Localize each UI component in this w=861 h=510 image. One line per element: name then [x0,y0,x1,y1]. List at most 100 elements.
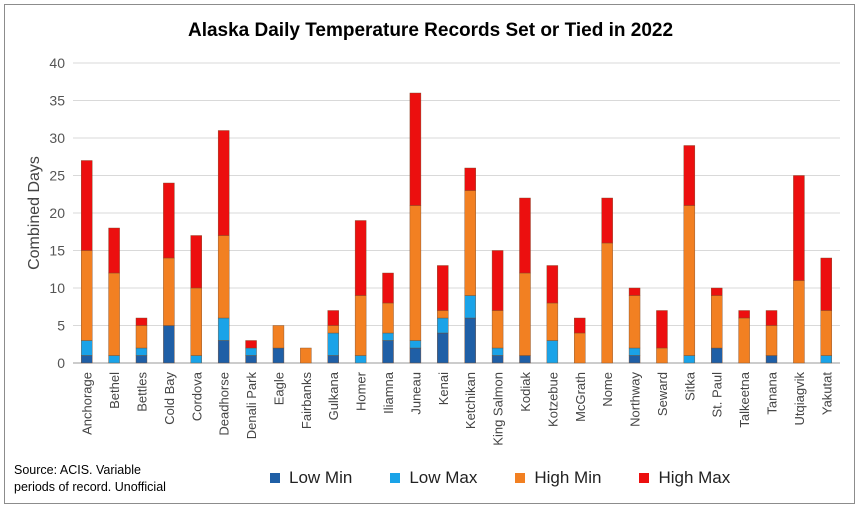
x-tick-label: Eagle [271,372,286,405]
bar-segment [546,302,559,341]
x-tick-label: Sitka [682,371,697,401]
y-tick-label: 30 [49,130,65,146]
y-tick-label: 15 [49,243,65,259]
x-tick-label: Yakutat [819,372,834,416]
bar-segment [491,250,504,311]
bar-segment [409,92,422,206]
bar-segment [437,265,449,311]
bar-segment [546,340,559,364]
bar-segment [656,347,668,364]
x-tick-label: Kodiak [518,372,533,412]
legend-label: High Max [658,468,731,487]
x-tick-label: Deadhorse [217,372,232,436]
bar-segment [437,332,449,364]
bar-segment [464,190,476,296]
bar-segment [382,272,394,304]
x-tick-label: Seward [655,372,670,416]
x-tick-label: St. Paul [710,372,725,418]
x-tick-label: Bettles [134,372,149,412]
bar-segment [217,235,230,319]
bar-segment [190,235,202,289]
bar-segment [409,347,422,364]
bar-segment [519,197,531,274]
bar-segment [190,287,202,356]
bar-segment [793,175,805,281]
bar-segment [108,227,120,274]
bar-segment [574,317,586,334]
legend-item: High Min [515,468,601,488]
y-tick-label: 0 [57,355,65,371]
bar-segment [245,340,257,349]
bar-segment [272,325,285,349]
bar-segment [80,250,93,341]
bar-segment [491,347,504,356]
source-note: Source: ACIS. Variable periods of record… [14,462,214,496]
x-tick-label: King Salmon [491,372,506,446]
legend-item: Low Max [390,468,477,488]
legend-label: Low Min [289,468,353,487]
legend-swatch [390,473,401,483]
bar-segment [711,287,723,296]
y-tick-label: 40 [49,55,65,71]
bar-segment [327,355,339,364]
bar-segment [327,325,339,334]
bar-segment [217,340,230,364]
x-tick-label: Bethel [107,372,122,409]
x-tick-label: Cold Bay [162,372,177,425]
bar-segment [437,317,449,334]
bar-segment [163,325,175,364]
bar-segment [135,355,148,364]
bar-segment [327,310,339,326]
legend-item: Low Min [270,468,352,488]
x-tick-label: Homer [354,371,369,411]
y-axis-label: Combined Days [26,156,43,270]
x-tick-label: Tanana [765,371,780,414]
bar-segment [163,182,175,259]
bar-segment [683,145,696,206]
bar-segment [628,355,641,364]
bar-segment [601,242,613,364]
bar-segment [820,257,833,311]
bar-segment [519,355,531,364]
source-note-line2: periods of record. Unofficial [14,480,166,494]
x-tick-label: Denali Park [244,372,259,440]
bar-segment [491,355,504,364]
x-tick-label: Ketchikan [463,372,478,429]
bar-segment [820,355,833,364]
chart-legend: Low Min Low Max High Min High Max [270,468,768,488]
bar-segment [217,317,230,341]
x-tick-label: Gulkana [326,371,341,420]
x-tick-label: Anchorage [80,372,95,435]
bar-segment [108,272,120,356]
legend-swatch [639,473,650,483]
chart-frame [4,4,855,504]
bar-segment [464,295,476,319]
y-tick-label: 25 [49,168,65,184]
bar-segment [546,265,559,304]
bar-segment [738,310,750,319]
bar-segment [628,347,641,356]
bar-segment [409,340,422,349]
bar-segment [163,257,175,326]
bar-segment [820,310,833,356]
y-tick-label: 10 [49,280,65,296]
x-tick-label: Nome [600,372,615,407]
bar-segment [711,295,723,349]
bar-segment [135,317,148,326]
y-tick-label: 5 [57,318,65,334]
bar-segment [491,310,504,349]
x-tick-label: Fairbanks [299,372,314,430]
bar-segment [80,160,93,251]
bar-segment [80,355,93,364]
bar-segment [245,355,257,364]
bar-segment [217,130,230,236]
x-tick-label: Talkeetna [737,371,752,427]
x-tick-label: Iliamna [381,371,396,414]
bar-segment [272,347,285,364]
bar-segment [793,280,805,364]
bar-segment [765,325,778,356]
bar-segment [409,205,422,341]
x-tick-label: Cordova [189,371,204,421]
bar-segment [327,332,339,356]
